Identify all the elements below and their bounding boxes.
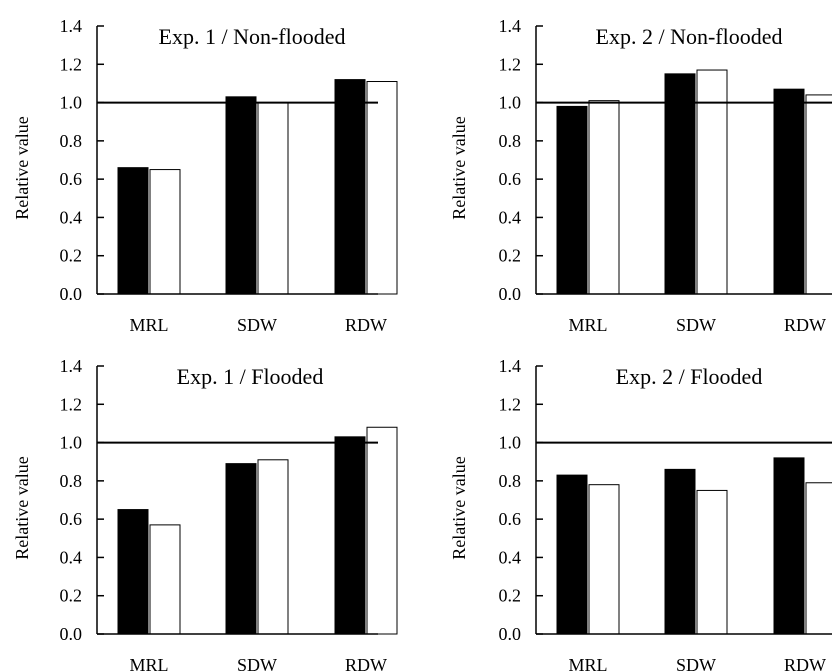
y-tick-label: 0.0 [499,624,522,644]
bar-rdw-series-2 [805,94,832,295]
y-tick-label: 1.0 [60,433,83,453]
x-tick-label-sdw: SDW [237,315,277,335]
bar-rdw-series-2 [366,81,398,295]
y-tick-label: 1.4 [499,356,522,376]
bar-sdw-series-1 [664,468,696,635]
bar-rdw-series-1 [334,79,366,295]
chart-panel-2: 0.0 0.2 0.4 0.6 0.8 1.0 1.2 1.4 MRL SDW RDW Exp. 2 … [449,16,832,335]
y-axis-title: Relative value [12,116,32,219]
x-tick-label-rdw: RDW [345,315,387,335]
y-tick-label: 1.2 [499,394,522,414]
bar-sdw-series-2 [257,459,289,635]
y-tick-label: 1.2 [499,54,522,74]
bar-rdw-series-1 [773,88,805,295]
y-tick-label: 1.4 [60,356,83,376]
bar-mrl-series-1 [556,474,588,635]
y-tick-label: 1.2 [60,394,83,414]
bar-mrl-series-1 [117,509,149,635]
chart-panel-1: 0.0 0.2 0.4 0.6 0.8 1.0 1.2 1.4 MRL SDW RDW Exp. 1 … [12,16,398,335]
x-tick-label-rdw: RDW [784,315,826,335]
y-tick-label: 0.0 [60,624,83,644]
bar-sdw-series-1 [664,73,696,295]
y-tick-label: 0.0 [499,284,522,304]
x-tick-label-mrl: MRL [129,315,168,335]
bar-sdw-series-2 [696,489,728,635]
bar-mrl-series-2 [588,484,620,635]
chart-title: Exp. 2 / Non-flooded [596,24,783,49]
y-tick-label: 1.4 [60,16,83,36]
bar-rdw-series-2 [366,426,398,635]
y-tick-label: 0.4 [499,547,522,567]
x-tick-label-sdw: SDW [237,655,277,672]
x-tick-label-sdw: SDW [676,315,716,335]
y-axis-title: Relative value [12,456,32,559]
bar-rdw-series-1 [334,436,366,635]
y-tick-label: 0.8 [499,471,522,491]
y-tick-label: 0.2 [499,246,522,266]
bar-mrl-series-2 [588,100,620,295]
chart-panel-3: 0.0 0.2 0.4 0.6 0.8 1.0 1.2 1.4 MRL SDW RDW Exp. 1 … [12,356,398,672]
chart-panel-4: 0.0 0.2 0.4 0.6 0.8 1.0 1.2 1.4 MRL SDW RDW Exp. 2 … [449,356,832,672]
y-tick-label: 1.0 [60,93,83,113]
y-tick-label: 0.0 [60,284,83,304]
chart-title: Exp. 1 / Flooded [177,364,324,389]
y-axis-title: Relative value [449,456,469,559]
bar-mrl-series-1 [117,167,149,295]
bar-mrl-series-2 [149,169,181,295]
chart-title: Exp. 1 / Non-flooded [159,24,346,49]
bar-rdw-series-1 [773,457,805,635]
y-tick-label: 0.6 [60,169,83,189]
y-tick-label: 0.8 [499,131,522,151]
bar-sdw-series-1 [225,463,257,635]
y-tick-label: 0.4 [499,207,522,227]
x-tick-label-mrl: MRL [568,655,607,672]
x-tick-label-mrl: MRL [568,315,607,335]
bar-sdw-series-1 [225,96,257,295]
y-tick-label: 0.8 [60,471,83,491]
y-tick-label: 0.6 [499,169,522,189]
bar-sdw-series-2 [257,102,289,295]
bar-mrl-series-2 [149,524,181,635]
y-tick-label: 1.4 [499,16,522,36]
y-tick-label: 0.6 [499,509,522,529]
y-axis-title: Relative value [449,116,469,219]
y-tick-label: 0.4 [60,207,83,227]
bar-rdw-series-2 [805,482,832,635]
x-tick-label-rdw: RDW [784,655,826,672]
chart-title: Exp. 2 / Flooded [616,364,763,389]
y-tick-label: 0.4 [60,547,83,567]
y-tick-label: 0.2 [499,586,522,606]
bar-sdw-series-2 [696,69,728,295]
y-tick-label: 0.8 [60,131,83,151]
y-tick-label: 0.6 [60,509,83,529]
bar-mrl-series-1 [556,105,588,295]
x-tick-label-rdw: RDW [345,655,387,672]
x-tick-label-sdw: SDW [676,655,716,672]
y-tick-label: 1.0 [499,433,522,453]
x-tick-label-mrl: MRL [129,655,168,672]
y-tick-label: 1.2 [60,54,83,74]
y-tick-label: 0.2 [60,246,83,266]
y-tick-label: 0.2 [60,586,83,606]
y-tick-label: 1.0 [499,93,522,113]
